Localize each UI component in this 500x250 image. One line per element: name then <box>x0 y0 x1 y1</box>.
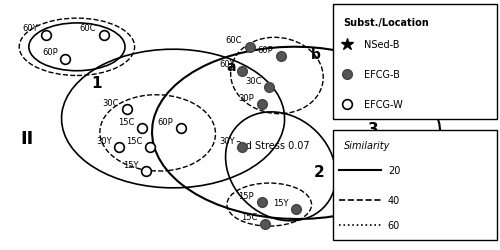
Text: 40: 40 <box>388 195 400 205</box>
Text: 60Y: 60Y <box>219 60 234 69</box>
Text: 60P: 60P <box>158 117 173 126</box>
Text: 30Y: 30Y <box>219 136 234 145</box>
Text: 15: 15 <box>373 72 384 81</box>
Text: 60C: 60C <box>80 24 96 33</box>
Text: 30: 30 <box>396 91 407 100</box>
Text: Subst./Location: Subst./Location <box>344 18 430 28</box>
Text: 15Y: 15Y <box>123 160 138 169</box>
Text: 60: 60 <box>412 62 422 72</box>
Text: 20: 20 <box>388 165 400 175</box>
Text: 15C: 15C <box>242 212 258 222</box>
Text: 30P: 30P <box>238 94 254 102</box>
Text: EFCG-B: EFCG-B <box>364 70 400 80</box>
Text: 15C: 15C <box>126 136 142 145</box>
Text: 0: 0 <box>381 39 386 48</box>
Text: 30Y: 30Y <box>96 136 112 145</box>
Text: 60C: 60C <box>226 36 242 45</box>
Text: 60P: 60P <box>258 46 273 55</box>
Text: Similarity: Similarity <box>344 140 390 150</box>
Bar <box>334 5 496 120</box>
Text: 60P: 60P <box>42 48 58 57</box>
Text: 30C: 30C <box>245 77 262 86</box>
Text: 15Y: 15Y <box>273 198 288 207</box>
Text: 15C: 15C <box>118 117 134 126</box>
Text: b: b <box>310 48 320 62</box>
Text: 15P: 15P <box>238 191 254 200</box>
Text: 1: 1 <box>91 76 102 91</box>
Text: NSed-B: NSed-B <box>364 40 400 50</box>
Text: 2: 2 <box>314 164 324 179</box>
Text: 30C: 30C <box>102 98 119 107</box>
Text: 60: 60 <box>388 220 400 230</box>
Text: 60Y: 60Y <box>23 24 38 33</box>
Bar <box>334 130 496 240</box>
Text: 3: 3 <box>368 121 378 136</box>
Text: a: a <box>226 60 235 74</box>
Text: EFCG-W: EFCG-W <box>364 100 403 110</box>
Text: II: II <box>20 129 34 147</box>
Text: I: I <box>420 205 426 223</box>
Text: 2-d Stress 0.07: 2-d Stress 0.07 <box>236 140 310 150</box>
